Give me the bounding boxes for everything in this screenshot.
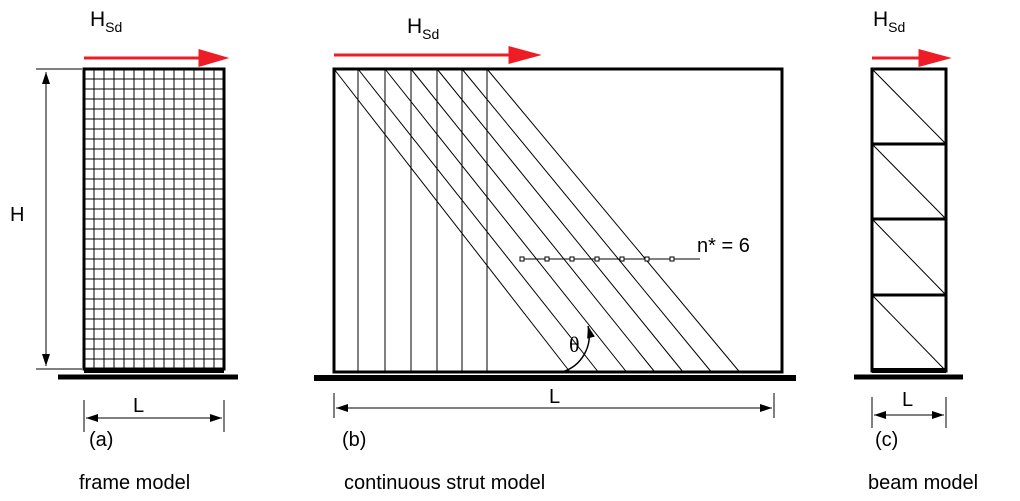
strut-diagonal [358, 69, 598, 372]
beam-brace-diagonal [872, 295, 946, 371]
strut-diagonal [385, 69, 627, 372]
panel-frame-model: HSd H L (a) frame model [10, 8, 238, 494]
panel-continuous-strut-model: HSd n* = 6 θ L (b) continuous strut mode… [314, 15, 796, 494]
panel-tag-c: (c) [875, 429, 898, 451]
strut-diagonal [487, 69, 740, 372]
panel-tag-b: (b) [342, 429, 366, 451]
force-arrow-b [334, 48, 536, 62]
strut-node-marker [595, 257, 599, 261]
force-label-a: HSd [90, 8, 122, 35]
strut-node-marker [520, 257, 524, 261]
panel-caption-a: frame model [79, 472, 190, 494]
strut-node-marker [645, 257, 649, 261]
force-label-c: HSd [873, 8, 905, 35]
panel-tag-a: (a) [89, 429, 113, 451]
length-label-a: L [133, 395, 144, 417]
angle-label: θ [569, 332, 580, 357]
strut-diagonal [437, 69, 683, 372]
height-label: H [10, 204, 24, 226]
frame-base-plate [84, 368, 224, 373]
force-label-b: HSd [407, 15, 439, 42]
strut-diagonal [334, 69, 570, 372]
strut-node-marker [545, 257, 549, 261]
panel-caption-c: beam model [868, 472, 978, 494]
beam-brace-diagonal [872, 69, 946, 144]
strut-node-marker [670, 257, 674, 261]
beam-brace-diagonal [872, 219, 946, 295]
frame-mesh-grid [84, 69, 224, 369]
length-label-b: L [549, 386, 560, 408]
strut-lines [334, 69, 740, 372]
strut-diagonal [462, 69, 711, 372]
force-arrow-a [84, 51, 224, 65]
panel-beam-model: HSd L (c) beam model [854, 8, 978, 494]
length-label-c: L [902, 389, 913, 411]
force-arrow-c [872, 51, 946, 65]
strut-diagonal [411, 69, 655, 372]
strut-count-label: n* = 6 [697, 235, 750, 257]
strut-node-marker [570, 257, 574, 261]
strut-node-marker [620, 257, 624, 261]
panel-caption-b: continuous strut model [344, 472, 545, 494]
wall-outline [334, 69, 782, 372]
beam-base-plate [872, 368, 946, 373]
beam-brace-diagonal [872, 144, 946, 219]
